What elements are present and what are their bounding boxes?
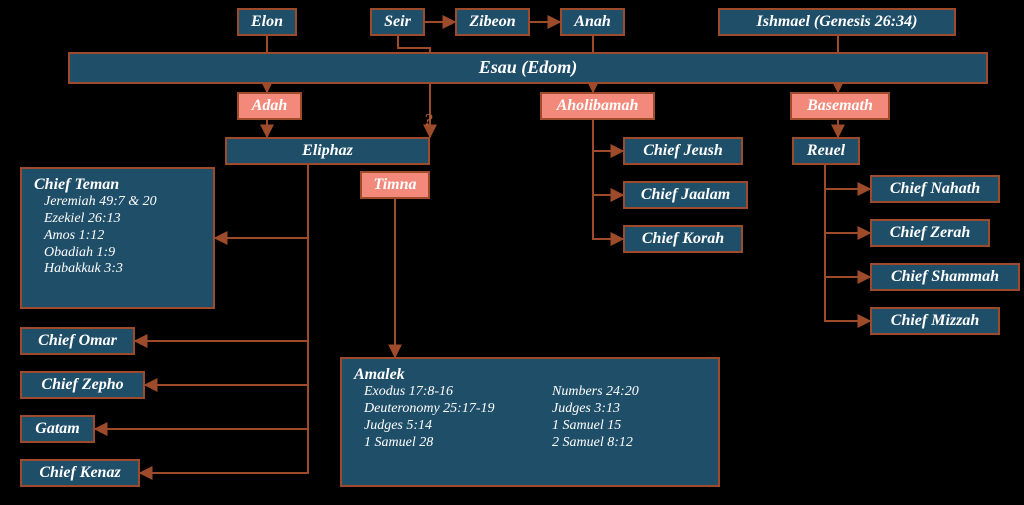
node-mizzah: Chief Mizzah — [870, 307, 1000, 335]
node-shammah: Chief Shammah — [870, 263, 1020, 291]
node-timna: Timna — [360, 171, 430, 199]
node-adah: Adah — [237, 92, 302, 120]
node-eliphaz: Eliphaz — [225, 137, 430, 165]
node-gatam: Gatam — [20, 415, 95, 443]
node-jeush: Chief Jeush — [623, 137, 743, 165]
node-amalek: AmalekExodus 17:8-16Deuteronomy 25:17-19… — [340, 357, 720, 487]
node-zibeon: Zibeon — [455, 8, 530, 36]
node-zepho: Chief Zepho — [20, 371, 145, 399]
node-aholibamah: Aholibamah — [540, 92, 655, 120]
node-esau: Esau (Edom) — [68, 52, 988, 84]
node-omar: Chief Omar — [20, 327, 135, 355]
node-jaalam: Chief Jaalam — [623, 181, 748, 209]
node-korah: Chief Korah — [623, 225, 743, 253]
node-seir: Seir — [370, 8, 425, 36]
node-teman: Chief TemanJeremiah 49:7 & 20Ezekiel 26:… — [20, 167, 215, 309]
node-nahath: Chief Nahath — [870, 175, 1000, 203]
node-elon: Elon — [237, 8, 297, 36]
node-reuel: Reuel — [792, 137, 860, 165]
node-zerah: Chief Zerah — [870, 219, 990, 247]
node-kenaz: Chief Kenaz — [20, 459, 140, 487]
node-anah: Anah — [560, 8, 625, 36]
node-basemath: Basemath — [790, 92, 890, 120]
genealogy-diagram: ? Elon Seir Zibeon Anah Ishmael (Genesis 26:… — [0, 0, 1024, 505]
question-mark: ? — [424, 110, 433, 131]
node-ishmael: Ishmael (Genesis 26:34) — [718, 8, 956, 36]
